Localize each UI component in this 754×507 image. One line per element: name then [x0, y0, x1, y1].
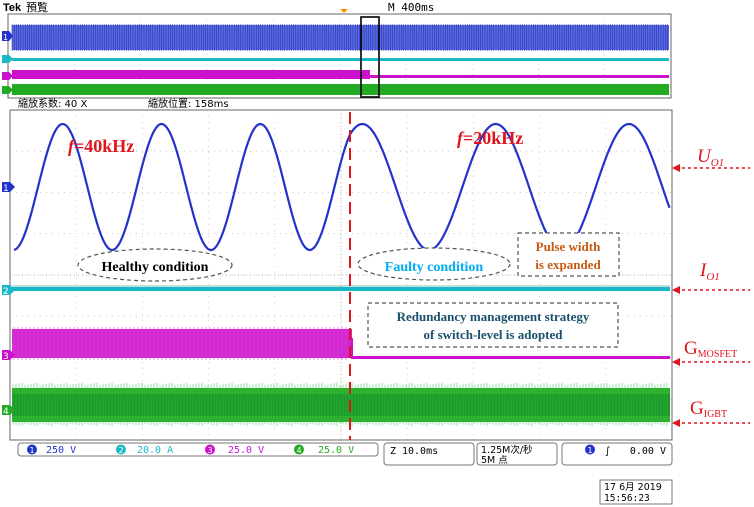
- trigger-box[interactable]: 1 ∫ 0.00 V: [561, 442, 673, 466]
- time-scale-icon: Z: [390, 446, 396, 457]
- ch1-badge: [27, 444, 37, 455]
- trigger-level: 0.00 V: [630, 446, 666, 457]
- svg-text:1: 1: [3, 33, 8, 42]
- zoom-window-box[interactable]: [360, 16, 380, 98]
- date-label: 17 6月 2019: [604, 482, 662, 493]
- marker-ch2: 2: [2, 285, 15, 297]
- current-trace: [12, 287, 670, 291]
- gmosfet-label: GMOSFET: [684, 338, 737, 360]
- overview-igbt-band: [12, 84, 669, 95]
- ch3-badge: [205, 444, 215, 455]
- freq-left-label: f=40kHz: [68, 136, 134, 156]
- overview-current-trace: [12, 58, 669, 61]
- pulse-width-line2: is expanded: [535, 257, 601, 272]
- marker-ch1: 1: [2, 182, 15, 194]
- ch1-number: 1: [29, 446, 34, 455]
- mode-label: 預覧: [26, 0, 48, 14]
- channel-scale-bar[interactable]: 1 250 V 2 20.0 A 3 25.0 V 4 25.0 V: [17, 442, 379, 457]
- svg-text:2: 2: [3, 287, 9, 297]
- overview-marker-ch3: [2, 72, 13, 80]
- main-traces: [12, 122, 671, 426]
- brand-label: Tek: [3, 2, 22, 14]
- record-length-value: 5M 点: [481, 455, 508, 466]
- freq-right-label: f=20kHz: [457, 128, 523, 148]
- trigger-source: 1: [587, 446, 592, 455]
- uo1-label: UO1: [697, 146, 724, 169]
- overview-traces: [11, 24, 669, 95]
- healthy-ellipse: [77, 248, 233, 282]
- ch1-scale: 250 V: [46, 445, 76, 456]
- mosfet-gate-low: [352, 356, 670, 359]
- arrow-gmosfet: [672, 358, 750, 366]
- faulty-label: Faulty condition: [385, 260, 484, 275]
- pulse-width-box: [517, 232, 620, 277]
- svg-text:4: 4: [3, 407, 9, 417]
- ch2-badge: [116, 444, 126, 455]
- strategy-line1: Redundancy management strategy: [397, 309, 590, 324]
- marker-ch4: 4: [2, 405, 15, 417]
- time-label: 15:56:23: [604, 493, 650, 504]
- ch4-badge: [294, 444, 304, 455]
- overview-mosfet-band: [12, 70, 370, 79]
- overview-marker-ch2: [2, 55, 13, 63]
- pulse-width-line1: Pulse width: [536, 239, 601, 254]
- trigger-position-marker: [340, 9, 348, 13]
- ch2-number: 2: [118, 446, 123, 455]
- sample-rate-value: 1.25M次/秒: [481, 444, 533, 456]
- faulty-ellipse: [357, 247, 511, 281]
- io1-label: IO1: [699, 260, 720, 283]
- ch4-number: 4: [296, 446, 301, 455]
- overview-mosfet-low: [370, 75, 669, 78]
- igbt-gate-core: [12, 394, 670, 416]
- strategy-box: [367, 302, 619, 348]
- marker-ch3: 3: [2, 350, 15, 362]
- rising-edge-icon: ∫: [605, 446, 610, 457]
- datetime-box: 17 6月 2019 15:56:23: [599, 479, 673, 505]
- svg-text:3: 3: [3, 352, 9, 362]
- zoom-position-label: 縮放位置: 158ms: [148, 97, 229, 110]
- overview-voltage-band: [12, 25, 669, 50]
- overview-marker-ch1: 1: [2, 31, 13, 42]
- arrow-gigbt: [672, 419, 750, 427]
- overview-panel: 1: [2, 13, 672, 99]
- sample-rate-box[interactable]: 1.25M次/秒 5M 点: [476, 442, 558, 466]
- gigbt-label: GIGBT: [690, 398, 727, 420]
- time-scale-value: 10.0ms: [402, 446, 438, 457]
- zoom-factor-label: 縮放系数: 40 X: [18, 97, 87, 110]
- healthy-label: Healthy condition: [102, 260, 209, 275]
- arrow-uo1: [672, 164, 750, 172]
- overview-marker-ch4: [2, 86, 13, 94]
- svg-text:1: 1: [3, 184, 9, 194]
- arrow-io1: [672, 286, 750, 294]
- trigger-source-badge: [585, 444, 595, 455]
- ch3-scale: 25.0 V: [228, 445, 264, 456]
- horizontal-scale-box[interactable]: Z 10.0ms: [383, 442, 475, 466]
- ch4-scale: 25.0 V: [318, 445, 354, 456]
- strategy-line2: of switch-level is adopted: [423, 327, 563, 342]
- timebase-label: M 400ms: [388, 1, 434, 14]
- ch2-scale: 20.0 A: [137, 445, 173, 456]
- ch3-number: 3: [207, 446, 212, 455]
